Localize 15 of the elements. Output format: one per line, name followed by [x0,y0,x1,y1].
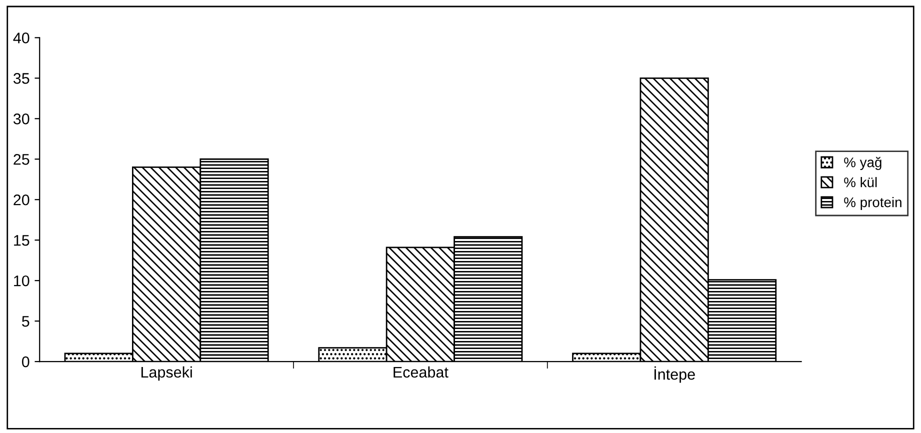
x-tick-label: İntepe [654,366,695,383]
y-tick-label: 0 [22,356,30,368]
legend-label: % protein [844,197,902,210]
y-tick-label: 5 [22,316,30,327]
y-tick-label: 20 [14,194,30,206]
legend-label: % yağ [844,156,882,170]
y-tick-label: 15 [14,235,30,246]
y-tick-label: 35 [13,73,30,84]
y-tick-label: 25 [14,154,30,165]
x-tick-label: Eceabat [394,366,448,378]
y-tick-label: 10 [14,275,30,286]
y-tick-label: 40 [13,32,30,44]
legend-label: % kül [844,177,877,188]
x-tick-label: Lapseki [141,366,192,381]
y-tick-label: 30 [13,114,30,124]
